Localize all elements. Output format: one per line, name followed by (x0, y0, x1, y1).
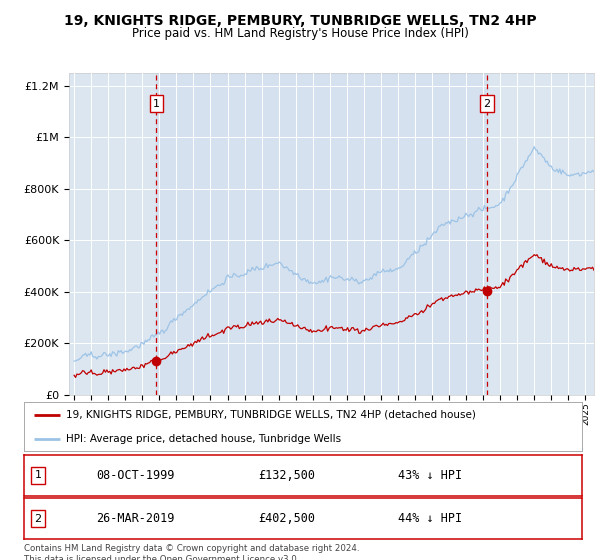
Text: 1: 1 (153, 99, 160, 109)
Text: 2: 2 (484, 99, 491, 109)
Text: £402,500: £402,500 (259, 512, 316, 525)
Text: Price paid vs. HM Land Registry's House Price Index (HPI): Price paid vs. HM Land Registry's House … (131, 27, 469, 40)
Text: 1: 1 (34, 470, 41, 480)
Text: Contains HM Land Registry data © Crown copyright and database right 2024.
This d: Contains HM Land Registry data © Crown c… (24, 544, 359, 560)
Text: 19, KNIGHTS RIDGE, PEMBURY, TUNBRIDGE WELLS, TN2 4HP: 19, KNIGHTS RIDGE, PEMBURY, TUNBRIDGE WE… (64, 14, 536, 28)
Text: 44% ↓ HPI: 44% ↓ HPI (398, 512, 462, 525)
Text: 2: 2 (34, 514, 41, 524)
Bar (157, 73, 487, 395)
Text: HPI: Average price, detached house, Tunbridge Wells: HPI: Average price, detached house, Tunb… (66, 434, 341, 444)
Text: 43% ↓ HPI: 43% ↓ HPI (398, 469, 462, 482)
Text: 26-MAR-2019: 26-MAR-2019 (97, 512, 175, 525)
Text: £132,500: £132,500 (259, 469, 316, 482)
Text: 08-OCT-1999: 08-OCT-1999 (97, 469, 175, 482)
Text: 19, KNIGHTS RIDGE, PEMBURY, TUNBRIDGE WELLS, TN2 4HP (detached house): 19, KNIGHTS RIDGE, PEMBURY, TUNBRIDGE WE… (66, 410, 476, 420)
